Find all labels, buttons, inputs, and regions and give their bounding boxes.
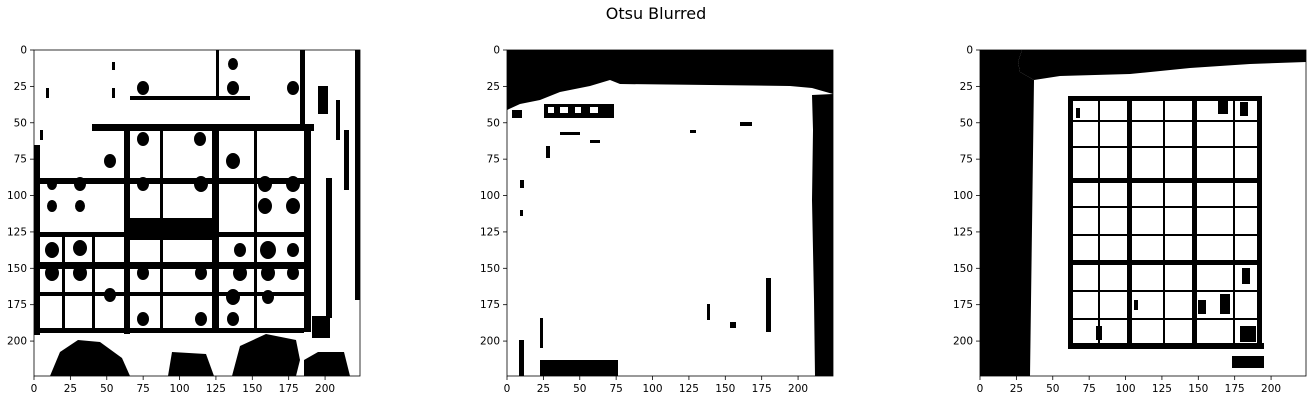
panel-2-x-tick-label: 50 bbox=[573, 383, 586, 395]
panel-2-x-tick-label: 100 bbox=[643, 383, 663, 395]
panel-3-x-tick-label: 0 bbox=[977, 383, 984, 395]
panel-3-y-ticks: 0 25 50 75 100 125 150 175 200 bbox=[953, 45, 980, 348]
panel-2-y-tick-label: 200 bbox=[480, 336, 500, 348]
panel-3-y-tick-label: 50 bbox=[960, 117, 973, 129]
panel-1-y-tick-label: 0 bbox=[20, 45, 27, 57]
panel-2-y-tick-label: 50 bbox=[487, 117, 500, 129]
panel-3-y-tick-label: 175 bbox=[953, 299, 973, 311]
panel-2: 0 25 50 75 100 125 150 175 200 0 25 50 75 100 125 150 1… bbox=[480, 45, 834, 395]
panel-1-x-ticks: 0 25 50 75 100 125 150 175 200 bbox=[31, 376, 335, 395]
panel-3-y-tick-label: 150 bbox=[953, 263, 973, 275]
panel-2-x-ticks: 0 25 50 75 100 125 150 175 200 bbox=[504, 376, 808, 395]
panel-1-y-tick-label: 175 bbox=[7, 299, 27, 311]
panel-3-y-tick-label: 200 bbox=[953, 336, 973, 348]
panel-3-x-tick-label: 50 bbox=[1046, 383, 1059, 395]
panel-3-x-tick-label: 75 bbox=[1082, 383, 1095, 395]
panel-1-x-tick-label: 25 bbox=[64, 383, 77, 395]
panel-2-y-tick-label: 100 bbox=[480, 190, 500, 202]
panel-2-y-tick-label: 150 bbox=[480, 263, 500, 275]
panel-1-x-tick-label: 150 bbox=[242, 383, 262, 395]
panel-3-y-tick-label: 125 bbox=[953, 226, 973, 238]
panel-2-y-tick-label: 25 bbox=[487, 81, 500, 93]
panel-1-y-tick-label: 150 bbox=[7, 263, 27, 275]
panel-3-y-tick-label: 25 bbox=[960, 81, 973, 93]
panel-2-x-tick-label: 25 bbox=[537, 383, 550, 395]
panel-2-y-tick-label: 0 bbox=[493, 45, 500, 57]
panel-3: 0 25 50 75 100 125 150 175 200 0 25 50 75 100 125 150 1… bbox=[953, 45, 1307, 395]
panel-3-y-tick-label: 0 bbox=[966, 45, 973, 57]
panel-2-x-tick-label: 125 bbox=[679, 383, 699, 395]
panel-1: 0 25 50 75 100 125 150 175 200 0 25 50 75 100 125 150 1… bbox=[7, 45, 361, 395]
panel-1-frame bbox=[33, 49, 361, 377]
panel-3-x-tick-label: 25 bbox=[1010, 383, 1023, 395]
panel-2-image bbox=[507, 50, 833, 376]
panel-2-frame bbox=[506, 49, 834, 377]
panel-2-y-tick-label: 75 bbox=[487, 154, 500, 166]
panel-3-x-tick-label: 150 bbox=[1188, 383, 1208, 395]
panel-3-x-tick-label: 125 bbox=[1152, 383, 1172, 395]
panel-2-x-tick-label: 200 bbox=[788, 383, 808, 395]
panel-3-y-tick-label: 100 bbox=[953, 190, 973, 202]
panel-3-frame bbox=[979, 49, 1307, 377]
panel-1-y-tick-label: 25 bbox=[14, 81, 27, 93]
panel-3-x-ticks: 0 25 50 75 100 125 150 175 200 bbox=[977, 376, 1281, 395]
panel-1-x-tick-label: 125 bbox=[206, 383, 226, 395]
panel-2-y-tick-label: 125 bbox=[480, 226, 500, 238]
panel-2-x-tick-label: 150 bbox=[715, 383, 735, 395]
panel-1-y-tick-label: 200 bbox=[7, 336, 27, 348]
panel-1-image bbox=[34, 50, 360, 376]
panel-2-y-ticks: 0 25 50 75 100 125 150 175 200 bbox=[480, 45, 507, 348]
panel-3-y-tick-label: 75 bbox=[960, 154, 973, 166]
panel-2-x-tick-label: 75 bbox=[609, 383, 622, 395]
panel-1-x-tick-label: 175 bbox=[279, 383, 299, 395]
panel-1-y-tick-label: 125 bbox=[7, 226, 27, 238]
panel-1-x-tick-label: 0 bbox=[31, 383, 38, 395]
panel-1-y-tick-label: 50 bbox=[14, 117, 27, 129]
panel-3-x-tick-label: 200 bbox=[1261, 383, 1281, 395]
panel-1-y-tick-label: 75 bbox=[14, 154, 27, 166]
panel-1-y-ticks: 0 25 50 75 100 125 150 175 200 bbox=[7, 45, 34, 348]
panel-2-x-tick-label: 0 bbox=[504, 383, 511, 395]
panel-1-y-tick-label: 100 bbox=[7, 190, 27, 202]
panel-3-x-tick-label: 100 bbox=[1116, 383, 1136, 395]
panel-2-y-tick-label: 175 bbox=[480, 299, 500, 311]
panel-1-x-tick-label: 100 bbox=[170, 383, 190, 395]
panel-1-x-tick-label: 50 bbox=[100, 383, 113, 395]
panel-2-x-tick-label: 175 bbox=[752, 383, 772, 395]
panel-3-x-tick-label: 175 bbox=[1225, 383, 1245, 395]
panel-1-x-tick-label: 200 bbox=[315, 383, 335, 395]
panel-1-x-tick-label: 75 bbox=[136, 383, 149, 395]
figure-suptitle: Otsu Blurred bbox=[605, 4, 707, 23]
panel-3-image bbox=[980, 50, 1306, 376]
